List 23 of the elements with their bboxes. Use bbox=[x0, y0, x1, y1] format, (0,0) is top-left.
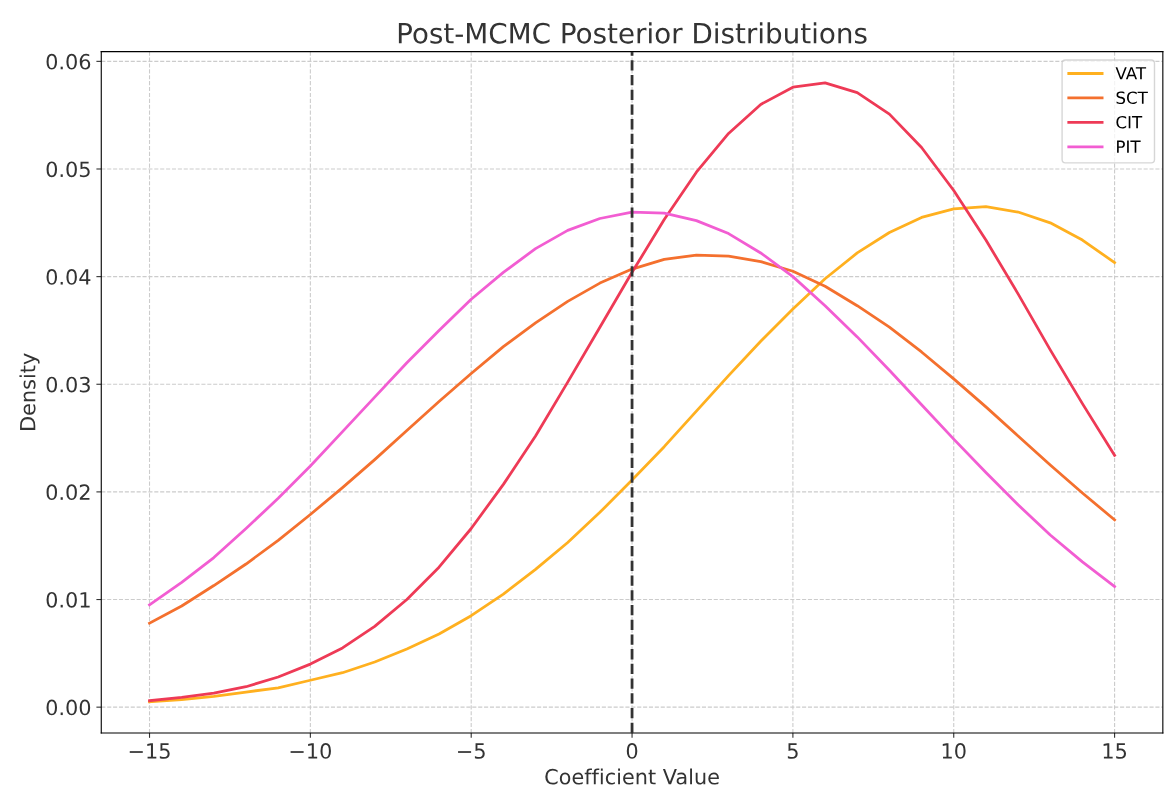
y-tick-label: 0.05 bbox=[46, 161, 90, 178]
x-tick-label: −10 bbox=[290, 743, 331, 759]
x-tick-label: −15 bbox=[129, 743, 170, 759]
legend-label: CIT bbox=[1116, 115, 1143, 129]
x-tick-label: 10 bbox=[942, 743, 966, 759]
y-tick-label: 0.06 bbox=[46, 53, 91, 70]
chart-title: Post-MCMC Posterior Distributions bbox=[398, 22, 867, 44]
x-tick-label: −5 bbox=[458, 743, 485, 759]
line-series bbox=[148, 81, 1116, 703]
y-axis-title: Density bbox=[19, 353, 40, 430]
legend-label: PIT bbox=[1117, 140, 1141, 153]
y-tick-label: 0.02 bbox=[46, 484, 90, 501]
y-tick-label: 0.03 bbox=[46, 376, 90, 393]
legend-label: SCT bbox=[1116, 91, 1148, 105]
x-tick-label: 15 bbox=[1103, 743, 1127, 759]
x-axis-title: Coefficient Value bbox=[545, 768, 719, 785]
y-tick-label: 0.01 bbox=[46, 591, 90, 608]
y-tick-label: 0.04 bbox=[46, 269, 91, 285]
legend-label: VAT bbox=[1115, 67, 1147, 80]
x-tick-label: 5 bbox=[787, 743, 798, 759]
line-series bbox=[148, 205, 1116, 704]
y-tick-label: 0.00 bbox=[46, 699, 91, 716]
x-tick-label: 0 bbox=[626, 743, 638, 759]
